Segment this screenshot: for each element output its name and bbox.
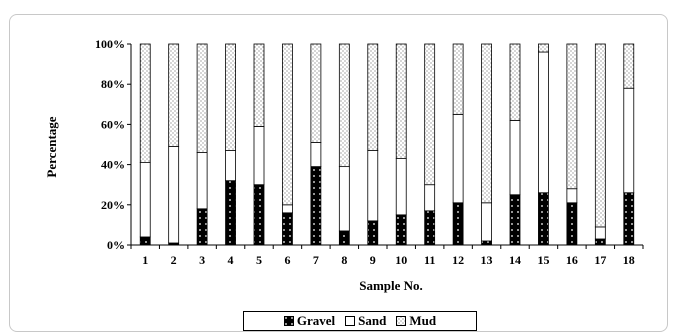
x-tick-label: 12 <box>452 253 464 267</box>
bar-segment-sand-18 <box>623 87 635 194</box>
bar-segment-sand-4 <box>225 150 236 182</box>
x-tick-label: 16 <box>566 253 578 267</box>
sand-swatch-icon <box>345 316 356 326</box>
bar-segment-sand-10 <box>395 158 407 216</box>
x-tick-label: 4 <box>228 253 234 267</box>
bar-segment-mud-2 <box>168 43 180 147</box>
bar-segment-mud-15 <box>538 43 549 53</box>
x-tick-label: 17 <box>594 253 606 267</box>
x-tick-label: 6 <box>284 253 290 267</box>
bar-segment-sand-8 <box>338 166 350 232</box>
bar-segment-gravel-11 <box>424 210 436 246</box>
bar-segment-sand-5 <box>253 126 265 186</box>
bar-segment-mud-14 <box>509 43 521 121</box>
x-tick-label: 8 <box>341 253 347 267</box>
bar-segment-gravel-3 <box>196 208 208 246</box>
y-tick-label: 60% <box>101 117 125 131</box>
bar-segment-sand-3 <box>196 152 208 210</box>
x-tick-label: 7 <box>313 253 319 267</box>
bar-segment-gravel-7 <box>310 166 322 246</box>
bar-segment-mud-10 <box>395 43 407 159</box>
bar-segment-gravel-4 <box>225 180 236 246</box>
gravel-swatch-icon <box>283 316 294 326</box>
bar-segment-gravel-10 <box>395 214 407 246</box>
plot-area: 0%20%40%60%80%100%1 2 3 4 5 6 7 8 9 10 11 12 13 14 15 1… <box>95 37 644 267</box>
x-tick-label: 9 <box>370 253 376 267</box>
bar-segment-sand-1 <box>139 162 151 238</box>
x-tick-label: 2 <box>171 253 177 267</box>
x-tick-label: 15 <box>537 253 549 267</box>
x-tick-label: 11 <box>424 253 435 267</box>
x-tick-label: 5 <box>256 253 262 267</box>
bar-segment-gravel-13 <box>481 240 492 246</box>
legend-item-sand: Sand <box>345 313 386 329</box>
bar-segment-gravel-16 <box>566 202 578 246</box>
bar-segment-mud-5 <box>253 43 265 127</box>
y-axis-title: Percentage <box>44 116 59 177</box>
bar-segment-mud-13 <box>481 43 492 204</box>
bar-segment-mud-9 <box>367 43 379 151</box>
bar-segment-mud-6 <box>282 43 293 206</box>
bar-segment-sand-11 <box>424 184 436 212</box>
bar-segment-gravel-1 <box>139 236 151 246</box>
legend-label-mud: Mud <box>409 313 437 328</box>
x-tick-label: 1 <box>142 253 148 267</box>
bar-segment-gravel-18 <box>623 192 635 246</box>
bar-segment-mud-4 <box>225 43 236 151</box>
bar-segment-mud-7 <box>310 43 322 143</box>
x-tick-label: 10 <box>395 253 407 267</box>
bar-segment-sand-14 <box>509 119 521 196</box>
bar-segment-gravel-5 <box>253 184 265 246</box>
legend-item-mud: Mud <box>396 313 436 329</box>
bar-segment-mud-18 <box>623 43 635 89</box>
bar-segment-sand-15 <box>538 51 549 194</box>
bar-segment-mud-17 <box>594 43 606 228</box>
y-tick-label: 20% <box>101 198 125 212</box>
bar-segment-gravel-15 <box>538 192 549 246</box>
bar-segment-sand-9 <box>367 150 379 222</box>
legend-label-sand: Sand <box>358 313 387 328</box>
bar-segment-sand-2 <box>168 146 180 244</box>
bar-segment-gravel-8 <box>338 230 350 246</box>
bar-segment-gravel-9 <box>367 220 379 246</box>
bar-segment-mud-16 <box>566 43 578 190</box>
y-tick-label: 100% <box>95 37 125 51</box>
mud-swatch-icon <box>396 316 407 326</box>
bar-segment-sand-17 <box>594 226 606 240</box>
bar-segment-sand-13 <box>481 202 492 242</box>
bar-segment-gravel-17 <box>594 238 606 246</box>
x-tick-label: 14 <box>509 253 521 267</box>
bar-segment-mud-11 <box>424 43 436 186</box>
x-tick-label: 3 <box>199 253 205 267</box>
bar-segment-gravel-12 <box>452 202 464 246</box>
bar-segment-gravel-6 <box>282 212 293 246</box>
bar-segment-mud-8 <box>338 43 350 168</box>
x-tick-label: 13 <box>481 253 493 267</box>
y-tick-label: 80% <box>101 77 125 91</box>
chart-frame <box>9 14 668 332</box>
bar-segment-sand-12 <box>452 113 464 204</box>
bar-segment-sand-16 <box>566 188 578 204</box>
y-tick-label: 0% <box>107 238 125 252</box>
bar-segment-sand-7 <box>310 142 322 168</box>
y-tick-label: 40% <box>101 158 125 172</box>
bar-segment-sand-6 <box>282 204 293 214</box>
bar-segment-gravel-14 <box>509 194 521 246</box>
legend-item-gravel: Gravel <box>283 313 336 329</box>
x-tick-label: 18 <box>623 253 635 267</box>
bar-segment-mud-1 <box>139 43 151 163</box>
legend-label-gravel: Gravel <box>296 313 336 328</box>
legend: Gravel Sand Mud <box>243 311 477 331</box>
x-axis-title: Sample No. <box>359 278 423 293</box>
bar-segment-mud-3 <box>196 43 208 153</box>
bar-segment-mud-12 <box>452 43 464 115</box>
